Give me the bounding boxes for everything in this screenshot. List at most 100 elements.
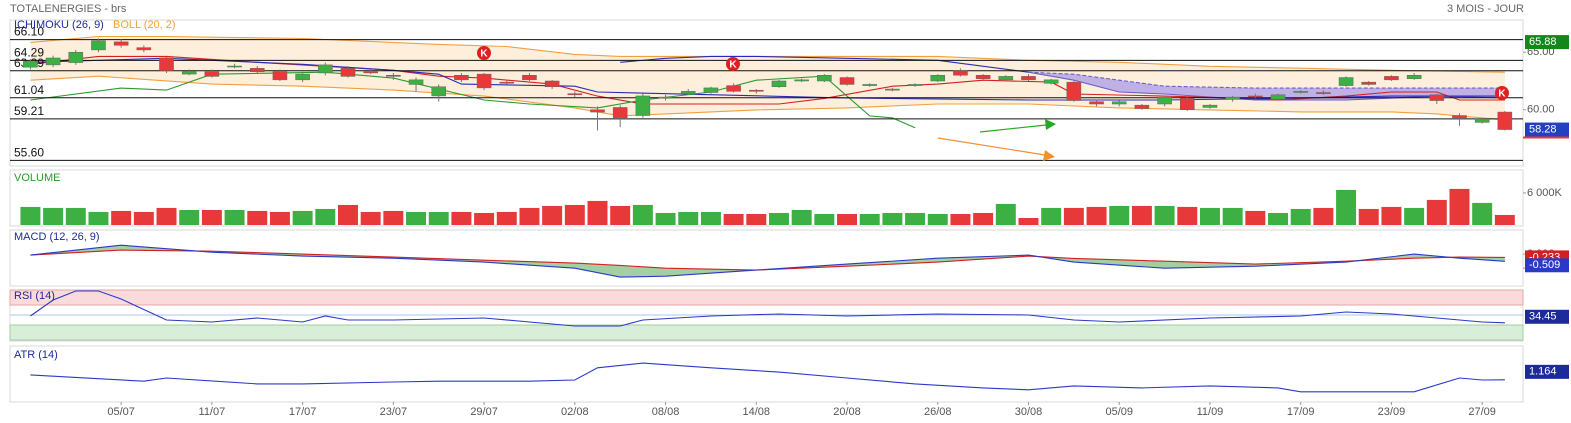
volume-bar bbox=[791, 209, 812, 225]
volume-bar bbox=[882, 212, 903, 225]
volume-bar bbox=[1086, 206, 1107, 225]
price-level-label: 61.04 bbox=[14, 83, 44, 97]
arrow-down bbox=[937, 137, 1046, 156]
y-tick-label: 65.00 bbox=[1527, 46, 1555, 58]
y-tick-label: 6 000K bbox=[1527, 187, 1563, 199]
oversold-zone bbox=[9, 324, 1524, 341]
volume-bar bbox=[65, 207, 86, 225]
k-marker bbox=[1495, 86, 1509, 100]
volume-bar bbox=[927, 213, 948, 225]
price-level-label: 66.10 bbox=[14, 25, 44, 39]
volume-bar bbox=[269, 211, 290, 225]
volume-bar bbox=[1154, 205, 1175, 225]
volume-bar bbox=[338, 204, 358, 225]
candle-body bbox=[1021, 76, 1036, 81]
volume-bar bbox=[1268, 212, 1288, 225]
candle-body bbox=[318, 64, 333, 74]
volume-bar bbox=[428, 211, 449, 225]
ichimoku-line bbox=[30, 57, 1505, 101]
volume-bar bbox=[1336, 189, 1357, 225]
candle-body bbox=[1066, 81, 1082, 101]
x-tick-label: 17/07 bbox=[289, 406, 317, 418]
candle-body bbox=[227, 65, 242, 68]
x-tick-label: 08/08 bbox=[652, 406, 680, 418]
volume-bar bbox=[814, 213, 835, 225]
volume-bar bbox=[1290, 208, 1311, 225]
x-tick-label: 26/08 bbox=[924, 406, 952, 418]
volume-bar bbox=[360, 211, 381, 225]
value-badge-label: 65.88 bbox=[1529, 36, 1557, 48]
x-tick-label: 29/07 bbox=[470, 406, 498, 418]
volume-bar bbox=[905, 212, 926, 225]
candle-body bbox=[635, 95, 651, 116]
candle-body bbox=[1429, 94, 1445, 101]
panel-frame bbox=[9, 19, 1524, 167]
candle-body bbox=[1089, 101, 1104, 105]
volume-bar bbox=[292, 210, 313, 225]
x-tick-label: 05/07 bbox=[107, 406, 135, 418]
x-tick-label: 05/09 bbox=[1105, 406, 1133, 418]
y-tick-label: 60.00 bbox=[1527, 104, 1555, 116]
candle-body bbox=[703, 87, 719, 93]
candle-body bbox=[567, 93, 583, 96]
volume-bar bbox=[406, 211, 427, 225]
volume-bar bbox=[43, 207, 64, 225]
boll-band bbox=[30, 36, 1505, 120]
candle-body bbox=[817, 74, 832, 82]
k-marker bbox=[477, 46, 491, 60]
candle-body bbox=[1111, 101, 1127, 105]
volume-bar bbox=[111, 210, 132, 225]
candle-body bbox=[1474, 118, 1490, 123]
volume-bar bbox=[1494, 214, 1515, 225]
candle-body bbox=[431, 86, 447, 97]
boll-upper bbox=[30, 35, 1505, 73]
indicator-label: ICHIMOKU (26, 9) bbox=[14, 19, 104, 31]
candle-body bbox=[1384, 76, 1399, 81]
value-badge bbox=[1525, 309, 1569, 324]
candle-body bbox=[522, 74, 537, 81]
k-marker bbox=[726, 57, 740, 71]
arrow-head bbox=[1043, 150, 1055, 161]
volume-bar bbox=[542, 205, 563, 225]
value-badge bbox=[1525, 122, 1569, 137]
candle-body bbox=[159, 57, 174, 71]
candle-body bbox=[907, 84, 923, 86]
volume-bar bbox=[1041, 207, 1062, 225]
candle-body bbox=[454, 74, 469, 81]
volume-bar bbox=[88, 211, 109, 225]
x-tick-label: 23/09 bbox=[1378, 406, 1406, 418]
volume-bar bbox=[837, 213, 858, 225]
candle-body bbox=[295, 73, 310, 81]
volume-bar bbox=[632, 204, 653, 225]
x-tick-label: 14/08 bbox=[743, 406, 771, 418]
candle-body bbox=[408, 79, 424, 85]
volume-bar bbox=[1177, 206, 1198, 225]
macd-line bbox=[30, 244, 1505, 278]
volume-bar bbox=[950, 213, 971, 225]
candle-body bbox=[476, 73, 492, 89]
candle-body bbox=[1248, 95, 1263, 98]
volume-bar bbox=[1245, 210, 1266, 225]
candle-body bbox=[658, 96, 673, 99]
x-tick-label: 11/09 bbox=[1197, 406, 1224, 418]
volume-bar bbox=[1404, 207, 1425, 225]
candle-body bbox=[998, 76, 1014, 81]
candle-body bbox=[1134, 104, 1150, 109]
value-badge-label: -0.509 bbox=[1529, 259, 1560, 271]
signal-line bbox=[30, 249, 1505, 271]
value-badge bbox=[1525, 258, 1569, 273]
k-marker-label: K bbox=[1498, 89, 1506, 100]
volume-bar bbox=[723, 213, 744, 225]
volume-bar bbox=[1199, 207, 1220, 225]
x-tick-label: 27/09 bbox=[1468, 406, 1496, 418]
volume-bar bbox=[315, 208, 336, 225]
volume-bar bbox=[1313, 207, 1334, 225]
volume-bar bbox=[224, 209, 245, 225]
price-level-label: 64.29 bbox=[14, 46, 44, 60]
candle-body bbox=[1043, 79, 1059, 84]
candle-body bbox=[113, 41, 129, 46]
candle-body bbox=[1497, 111, 1513, 130]
volume-bar bbox=[995, 203, 1016, 225]
indicator-label: VOLUME bbox=[14, 172, 60, 184]
candle-body bbox=[386, 74, 401, 77]
